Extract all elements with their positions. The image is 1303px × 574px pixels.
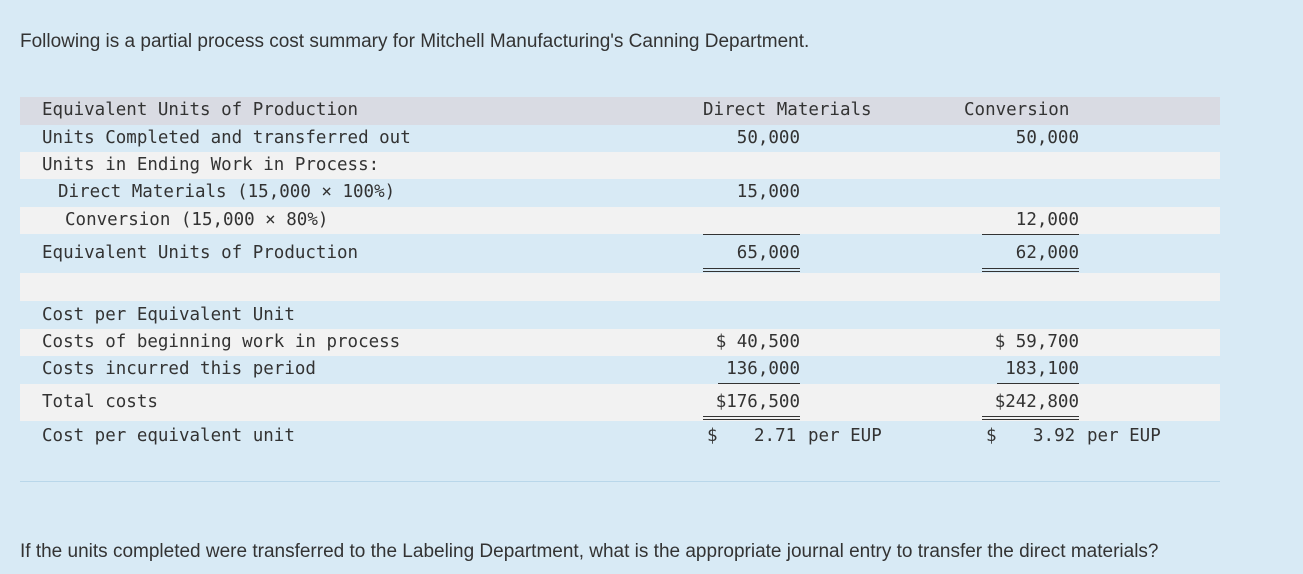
- dm-dollar-sign: $: [707, 426, 718, 446]
- double-underline: [982, 416, 1079, 420]
- question-text: If the units completed were transferred …: [20, 541, 1159, 562]
- underline: [718, 383, 800, 384]
- header-label: Equivalent Units of Production: [42, 100, 359, 120]
- row-dm-value: 65,000: [736, 243, 800, 263]
- row-dm-value: $176,500: [715, 392, 800, 412]
- row-dm-value: 136,000: [726, 359, 800, 379]
- row-conv-value: 62,000: [1015, 243, 1079, 263]
- row-label: Costs incurred this period: [42, 359, 316, 379]
- double-underline: [982, 268, 1079, 272]
- row-label: Units Completed and transferred out: [42, 128, 411, 148]
- row-conv-value: 50,000: [1015, 128, 1079, 148]
- dm-unit-label: per EUP: [808, 426, 882, 446]
- row-conv-value: $242,800: [994, 392, 1079, 412]
- conv-unit-label: per EUP: [1087, 426, 1161, 446]
- row-label: Equivalent Units of Production: [42, 243, 359, 263]
- row-label: Direct Materials (15,000 × 100%): [58, 182, 396, 202]
- double-underline: [703, 268, 800, 272]
- divider: [20, 481, 1220, 482]
- row-label: Conversion (15,000 × 80%): [65, 210, 329, 230]
- row-band: [20, 384, 1220, 421]
- row-band: [20, 273, 1220, 301]
- row-band: [20, 152, 1220, 179]
- row-dm-value: 15,000: [736, 182, 800, 202]
- row-band: [20, 207, 1220, 234]
- table-header-band: [20, 97, 1220, 125]
- underline: [997, 383, 1079, 384]
- intro-text: Following is a partial process cost summ…: [20, 31, 810, 52]
- header-direct-materials: Direct Materials: [703, 100, 872, 120]
- underline: [982, 234, 1079, 235]
- double-underline: [703, 416, 800, 420]
- row-label: Cost per Equivalent Unit: [42, 305, 295, 325]
- row-label: Cost per equivalent unit: [42, 426, 295, 446]
- row-label: Total costs: [42, 392, 158, 412]
- conv-dollar-sign: $: [986, 426, 997, 446]
- row-dm-value: 50,000: [736, 128, 800, 148]
- row-conv-value: 12,000: [1015, 210, 1079, 230]
- row-label: Units in Ending Work in Process:: [42, 155, 380, 175]
- underline: [703, 234, 800, 235]
- row-dm-value: $ 40,500: [715, 332, 800, 352]
- row-label: Costs of beginning work in process: [42, 332, 401, 352]
- row-band: [20, 329, 1220, 356]
- row-conv-value: 183,100: [1005, 359, 1079, 379]
- dm-cost-per-unit: 2.71: [754, 426, 797, 446]
- row-conv-value: $ 59,700: [994, 332, 1079, 352]
- header-conversion: Conversion: [964, 100, 1070, 120]
- conv-cost-per-unit: 3.92: [1033, 426, 1076, 446]
